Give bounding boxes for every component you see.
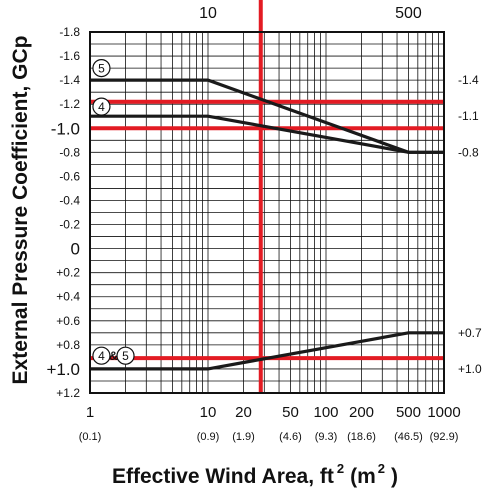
right-tick-label: -0.8	[458, 145, 479, 159]
right-tick-label: +0.7	[458, 326, 482, 340]
x-tick-label: 200	[349, 404, 374, 421]
x-tick-sublabel: (4.6)	[279, 431, 302, 443]
series-label-circle	[116, 346, 135, 365]
y-tick-label: -0.2	[59, 218, 80, 232]
x-axis-title: Effective Wind Area, ft 2 (m 2)	[112, 461, 398, 488]
x-tick-sublabel: (0.1)	[79, 431, 102, 443]
y-tick-label: -1.4	[59, 73, 80, 87]
series	[90, 78, 444, 371]
x-tick-label: 50	[282, 404, 299, 421]
right-tick-label: -1.1	[458, 109, 479, 123]
x-axis-title-paren-close: )	[391, 465, 398, 488]
x-tick-sublabel: (1.9)	[232, 431, 255, 443]
y-tick-label: -1.8	[59, 25, 80, 39]
x-tick-label: 20	[235, 404, 252, 421]
x-tick-sublabel: (92.9)	[430, 431, 459, 443]
plot-frame	[89, 31, 445, 394]
x-tick-label: 500	[396, 404, 421, 421]
tick-labels: -1.8 -1.6 -1.4 -1.2 -1.0 -0.8 -0.6 -0.4 -0.2 0 +0.…	[46, 5, 482, 443]
y-tick-label: -1.6	[59, 49, 80, 63]
series-label-circle	[92, 346, 111, 365]
x-tick-label: 1000	[427, 404, 460, 421]
x-axis-title-paren-sup: 2	[378, 461, 385, 476]
series-label: 4	[98, 100, 105, 114]
right-tick-label: -1.4	[458, 73, 479, 87]
y-tick-label: -0.4	[59, 193, 80, 207]
reference-lines	[90, 0, 444, 393]
top-tick-label: 500	[395, 5, 422, 22]
x-tick-label: 10	[200, 404, 217, 421]
x-axis-title-sup: 2	[337, 461, 344, 476]
top-tick-label: 10	[199, 5, 217, 22]
y-tick-label: -1.0	[51, 119, 80, 138]
x-tick-sublabel: (18.6)	[347, 431, 376, 443]
series-label: &	[109, 349, 118, 363]
series-label: 4	[98, 349, 105, 363]
y-tick-label: -0.6	[59, 169, 80, 183]
x-tick-sublabel: (46.5)	[394, 431, 423, 443]
y-tick-label: 0	[71, 240, 80, 259]
x-tick-sublabel: (9.3)	[315, 431, 338, 443]
x-tick-label: 1	[86, 404, 94, 421]
y-tick-label: +1.2	[56, 386, 80, 400]
y-tick-label: -1.2	[59, 97, 80, 111]
y-tick-label: -0.8	[59, 145, 80, 159]
y-tick-label: +0.4	[56, 290, 80, 304]
right-tick-label: +1.0	[458, 362, 482, 376]
series-line	[90, 331, 444, 371]
series-label-circle	[92, 58, 111, 78]
x-tick-label: 100	[313, 404, 338, 421]
y-tick-label: +0.8	[56, 338, 80, 352]
x-axis-title-main: Effective Wind Area, ft	[112, 465, 334, 488]
series-label-circle	[92, 97, 111, 116]
series-label: 5	[98, 62, 105, 76]
series-line	[90, 114, 444, 154]
x-tick-sublabel: (0.9)	[197, 431, 220, 443]
grid	[89, 31, 445, 394]
series-labels: 544 & 5	[92, 58, 135, 365]
series-label: 5	[122, 349, 129, 363]
y-tick-label: +0.6	[56, 314, 80, 328]
y-tick-label: +1.0	[46, 360, 80, 379]
y-tick-label: +0.2	[56, 266, 80, 280]
x-axis-title-paren: (m	[350, 465, 376, 488]
y-axis-title: External Pressure Coefficient, GCp	[9, 36, 32, 385]
